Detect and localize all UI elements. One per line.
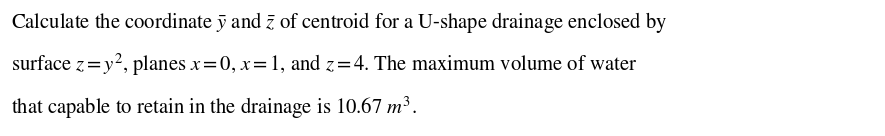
- Text: Calculate the coordinate $\bar{y}$ and $\bar{z}$ of centroid for a U-shape drain: Calculate the coordinate $\bar{y}$ and $…: [11, 10, 666, 34]
- Text: surface $z = y^2$, planes $x = 0$, $x = 1$, and $z = 4$. The maximum volume of w: surface $z = y^2$, planes $x = 0$, $x = …: [11, 52, 637, 78]
- Text: that capable to retain in the drainage is 10.67 $m^3$.: that capable to retain in the drainage i…: [11, 94, 417, 120]
